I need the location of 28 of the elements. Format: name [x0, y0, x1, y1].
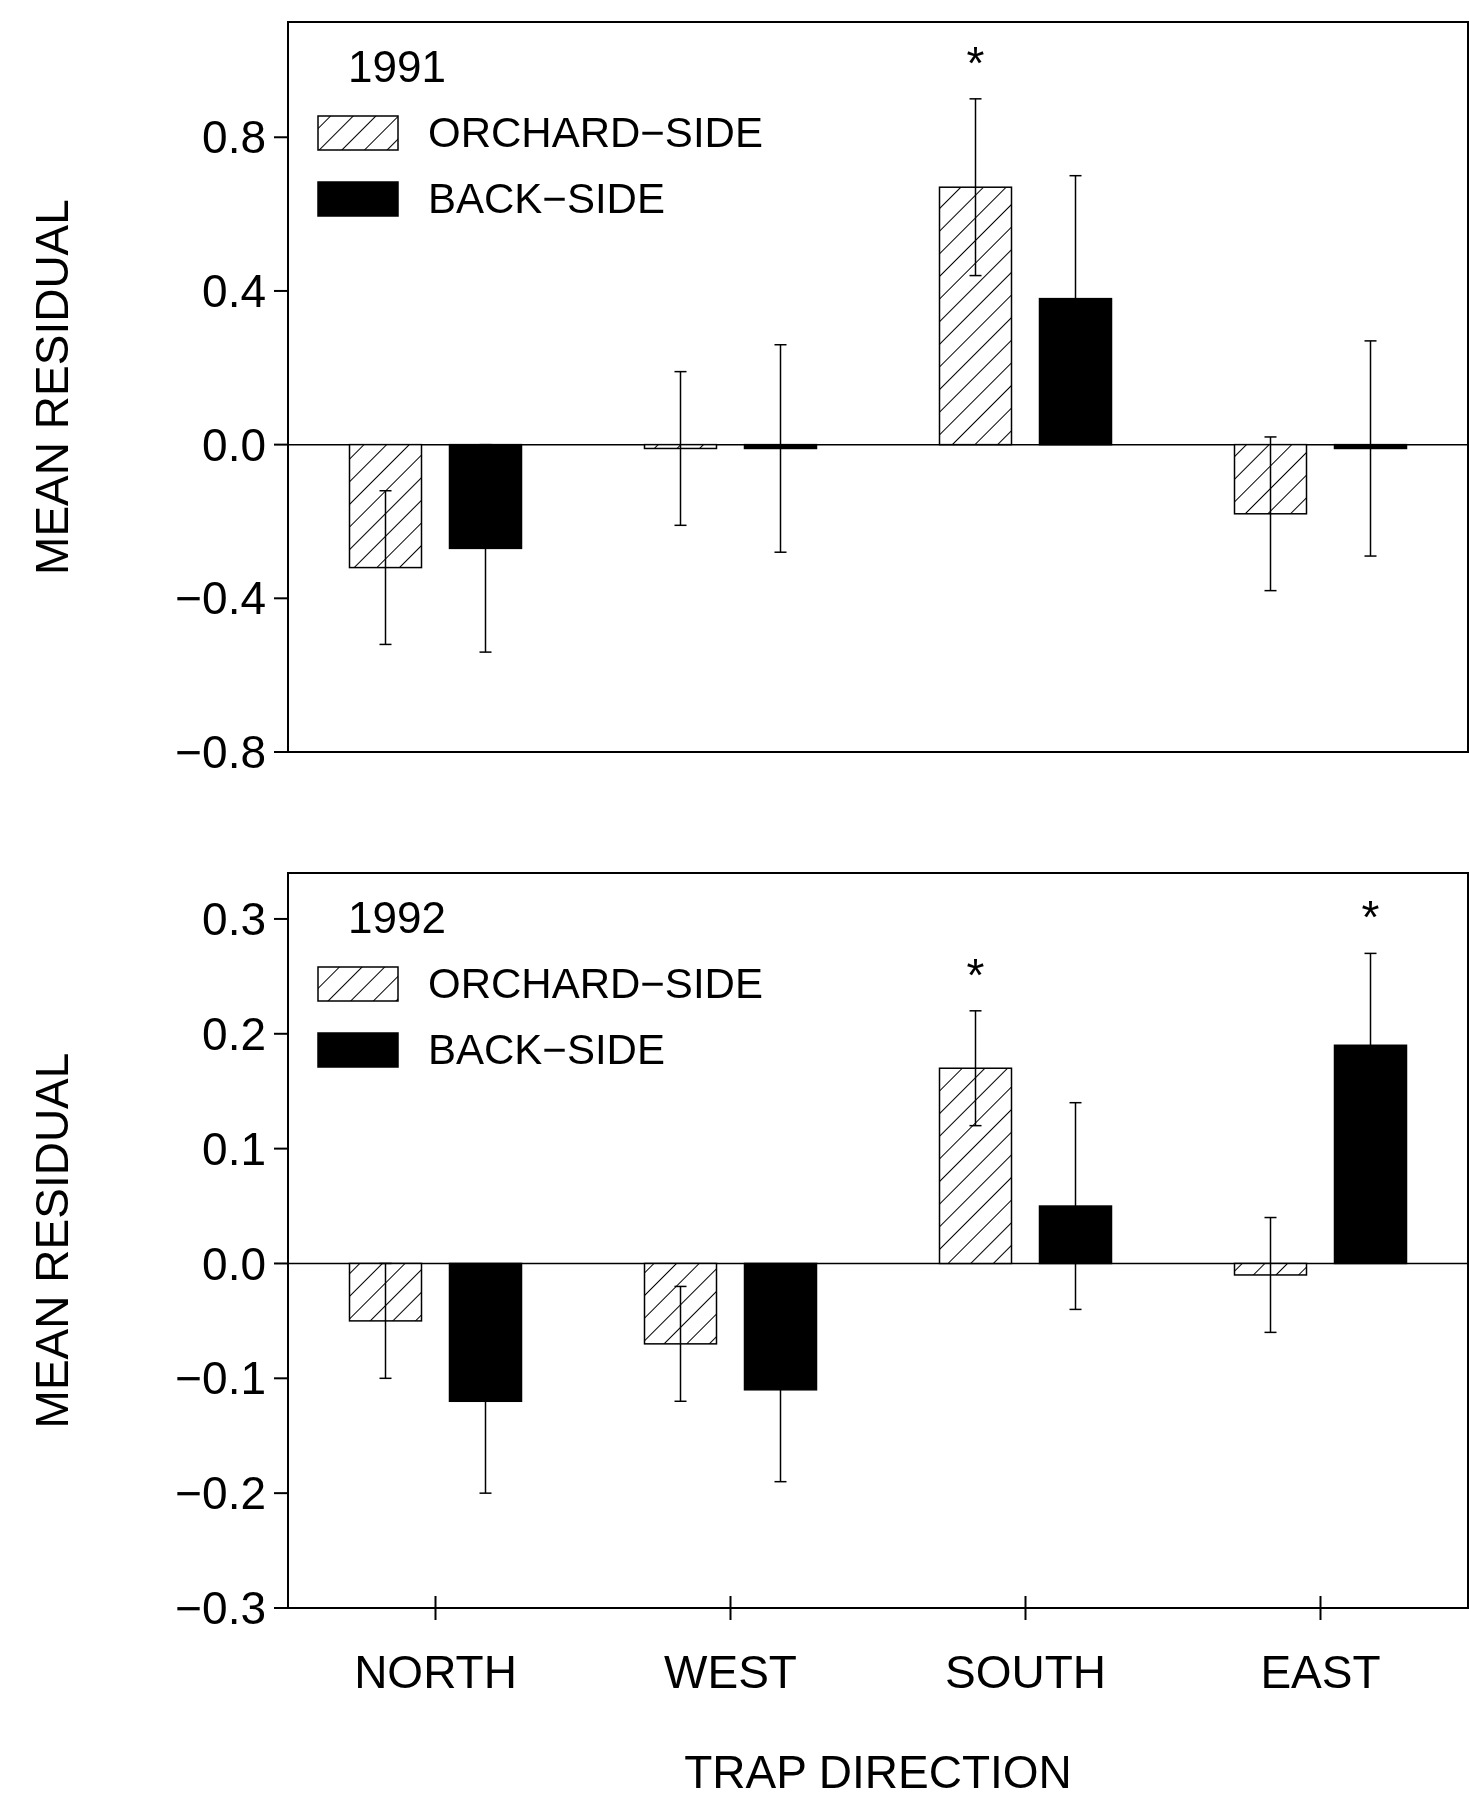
y-tick-label: 0.2 — [202, 1007, 266, 1060]
x-tick-label: EAST — [1260, 1646, 1381, 1698]
legend-label: ORCHARD−SIDE — [428, 959, 763, 1007]
y-tick-label: −0.2 — [175, 1467, 266, 1520]
legend-label: BACK−SIDE — [428, 1025, 665, 1073]
data-label: * — [966, 948, 985, 1001]
text: 1991 — [348, 42, 446, 91]
y-tick-label: 0.3 — [202, 893, 266, 946]
data-label: * — [966, 36, 985, 89]
y-tick-label: −0.4 — [175, 572, 266, 625]
y-tick-label: −0.3 — [175, 1582, 266, 1635]
y-axis-title: MEAN RESIDUAL — [26, 1052, 78, 1429]
y-tick-label: 0.8 — [202, 111, 266, 164]
y-axis-title: MEAN RESIDUAL — [26, 199, 78, 575]
legend-label: ORCHARD−SIDE — [428, 108, 763, 156]
y-tick-label: 0.0 — [202, 1237, 266, 1290]
x-tick-label: SOUTH — [945, 1646, 1106, 1698]
y-tick-label: −0.8 — [175, 726, 266, 779]
y-tick-label: 0.1 — [202, 1122, 266, 1175]
x-axis-title: TRAP DIRECTION — [684, 1746, 1072, 1793]
data-label: * — [1361, 891, 1380, 944]
y-tick-label: −0.1 — [175, 1352, 266, 1405]
legend-label: BACK−SIDE — [428, 174, 665, 222]
y-tick-label: 0.0 — [202, 418, 266, 471]
x-tick-label: NORTH — [354, 1646, 517, 1698]
y-tick-label: 0.4 — [202, 265, 266, 318]
text: 1992 — [348, 893, 446, 942]
x-tick-label: WEST — [664, 1646, 797, 1698]
